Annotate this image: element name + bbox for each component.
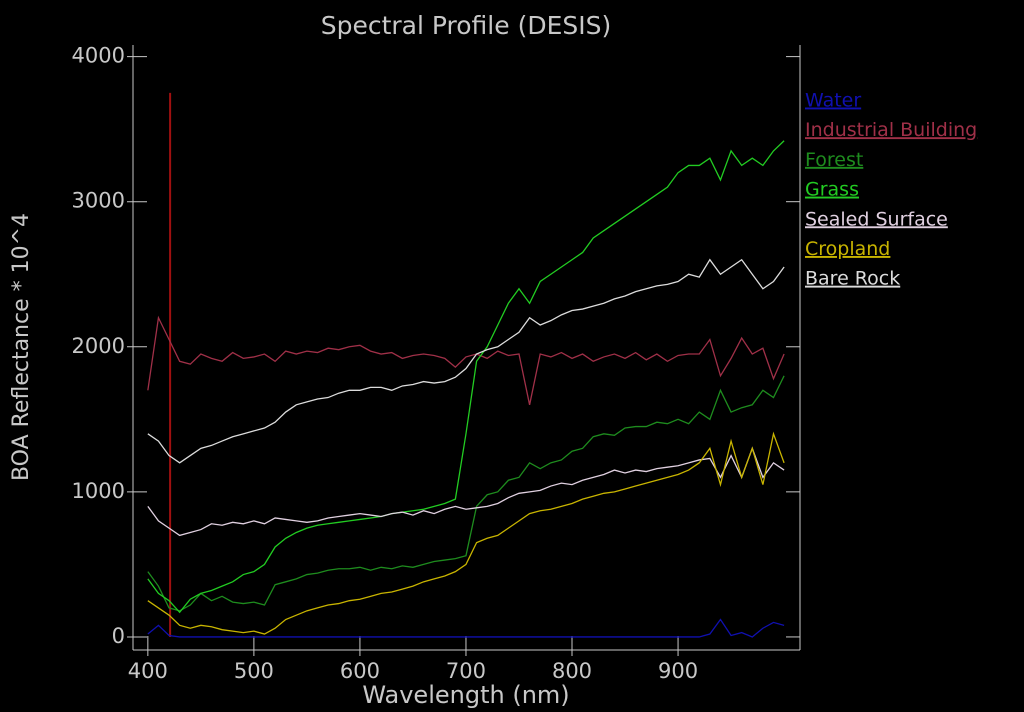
legend-entry: Forest bbox=[805, 149, 863, 171]
y-tick-label: 3000 bbox=[72, 189, 125, 213]
legend-entry: Cropland bbox=[805, 238, 890, 260]
series-line bbox=[147, 375, 785, 612]
legend-entry: Sealed Surface bbox=[805, 208, 948, 230]
chart-title: Spectral Profile (DESIS) bbox=[321, 11, 612, 40]
series-line bbox=[147, 140, 785, 614]
legend-entry: Water bbox=[805, 90, 861, 112]
series-line bbox=[147, 446, 785, 537]
series-line bbox=[147, 258, 785, 464]
legend-entry: Bare Rock bbox=[805, 268, 900, 290]
series-line bbox=[147, 431, 785, 635]
x-tick-label: 800 bbox=[552, 659, 592, 683]
x-tick-label: 900 bbox=[658, 659, 698, 683]
y-tick-label: 1000 bbox=[72, 479, 125, 503]
x-axis-label: Wavelength (nm) bbox=[362, 681, 569, 709]
y-tick-label: 0 bbox=[112, 624, 125, 648]
x-tick-label: 400 bbox=[128, 659, 168, 683]
x-tick-label: 500 bbox=[234, 659, 274, 683]
legend-entry: Industrial Building bbox=[805, 119, 977, 141]
y-tick-label: 2000 bbox=[72, 334, 125, 358]
x-tick-label: 700 bbox=[446, 659, 486, 683]
series-line bbox=[147, 315, 785, 405]
series-line bbox=[147, 618, 785, 638]
y-tick-label: 4000 bbox=[72, 44, 125, 68]
y-axis-label: BOA Reflectance * 10^4 bbox=[9, 213, 34, 481]
x-tick-label: 600 bbox=[340, 659, 380, 683]
legend-entry: Grass bbox=[805, 179, 859, 201]
